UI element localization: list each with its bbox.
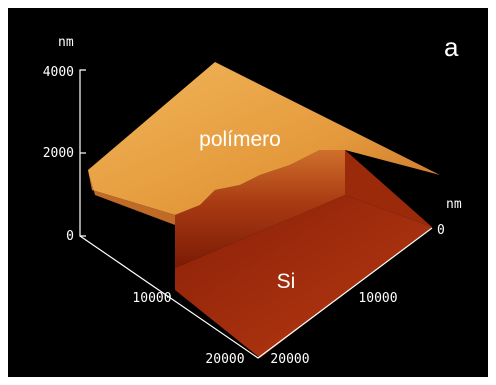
step-wall [175,140,345,268]
left-tick-label: 20000 [205,352,244,367]
right-unit: nm [446,197,462,212]
region-label: Si [277,270,296,293]
z-tick-label: 0 [66,229,74,244]
z-unit: nm [58,35,74,50]
z-tick-label: 2000 [43,146,74,161]
base-axes [79,227,433,359]
right-tick-label: 0 [437,223,445,238]
left-tick-label: 10000 [132,291,171,306]
si-surface [175,195,432,358]
polymer-surface [88,62,440,215]
step-side [345,150,432,227]
region-label: polímero [199,128,281,151]
polymer-edge [88,170,175,225]
z-tick-label: 4000 [43,65,74,80]
right-tick-label: 20000 [270,352,309,367]
right-tick-label: 10000 [358,291,397,306]
panel-label: a [444,32,459,62]
